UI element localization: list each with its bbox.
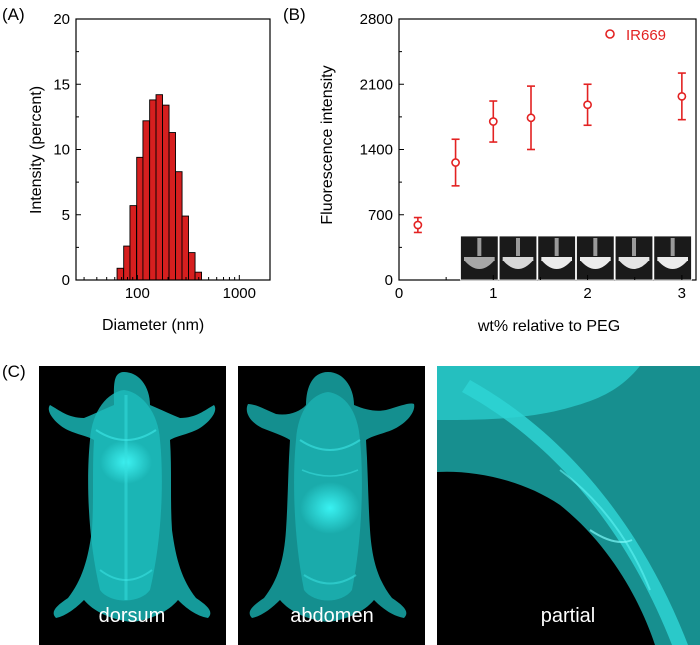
chart-a-ytick-label: 5 — [62, 207, 70, 224]
vial-liquid — [464, 260, 495, 269]
chart-b-point — [413, 220, 423, 230]
chart-b-ytick-label: 1400 — [360, 142, 393, 159]
chart-a-xtick-label: 100 — [125, 285, 150, 302]
vial-neck — [554, 238, 559, 256]
vial-liquid — [580, 260, 611, 269]
chart-a-bar — [142, 120, 150, 281]
chart-a-bar — [162, 104, 170, 281]
chart-a-ytick-label: 20 — [53, 11, 70, 28]
chart-a-bar — [116, 267, 124, 281]
partial-tissue — [437, 366, 700, 645]
image-partial: partial — [437, 366, 700, 645]
chart-a-ytick-label: 0 — [62, 272, 70, 289]
vial-meniscus — [464, 257, 495, 261]
chart-b-xtick-label: 3 — [678, 285, 686, 302]
chart-a-bar — [155, 94, 163, 281]
chart-a-bars — [116, 94, 203, 281]
vial-meniscus — [580, 257, 611, 261]
chart-a-ylabel: Intensity (percent) — [28, 86, 45, 214]
image-abdomen-label: abdomen — [290, 605, 373, 627]
vial-liquid — [618, 260, 650, 269]
panel-label-b: (B) — [283, 5, 306, 24]
chart-b-xtick-label: 1 — [489, 285, 497, 302]
chart-b-point — [451, 158, 460, 167]
chart-a-ytick-label: 10 — [53, 142, 70, 159]
chart-b-legend: IR669 — [605, 27, 666, 44]
chart-b-axes: 0 700 1400 2100 2800 0 1 2 3 — [360, 11, 686, 302]
chart-b-ylabel: Fluorescence intensity — [319, 65, 336, 224]
chart-b-xtick-label: 2 — [583, 285, 591, 302]
chart-a-bar — [168, 132, 176, 281]
chart-a-bar — [136, 156, 144, 281]
chart-b-series-ir669 — [413, 72, 687, 234]
vial-liquid — [502, 260, 534, 269]
chart-a-xlabel: Diameter (nm) — [102, 317, 204, 334]
chart-a-bar — [175, 171, 183, 281]
mouse-dorsum-silhouette — [48, 372, 216, 622]
chart-b-point — [583, 100, 592, 110]
image-abdomen: abdomen — [238, 366, 425, 645]
vial-meniscus — [618, 257, 650, 261]
vial-neck — [670, 238, 675, 256]
chart-a-bar — [188, 252, 196, 281]
chart-a-bar — [123, 245, 131, 281]
panel-label-c: (C) — [2, 362, 26, 381]
legend-marker — [605, 29, 615, 39]
vial-neck — [632, 238, 636, 256]
chart-b-ytick-label: 2800 — [360, 11, 393, 28]
chart-a-bar — [181, 215, 189, 281]
vial-liquid — [657, 260, 688, 269]
image-dorsum: dorsum — [39, 366, 226, 645]
chart-a-bar — [149, 99, 157, 281]
chart-b-ytick-label: 0 — [385, 272, 393, 289]
chart-a-bar — [129, 205, 137, 281]
image-partial-label: partial — [541, 605, 595, 627]
vial-neck — [516, 238, 520, 256]
chart-a-ytick-label: 15 — [53, 76, 70, 93]
vial-meniscus — [502, 257, 534, 261]
vial-meniscus — [657, 257, 688, 261]
chart-b-ytick-label: 2100 — [360, 76, 393, 93]
chart-b: 0 700 1400 2100 2800 0 1 2 3 IR669 wt% relative … — [319, 11, 697, 335]
chart-b-point — [677, 91, 687, 101]
vial-meniscus — [541, 257, 572, 261]
chart-b-xtick-label: 0 — [395, 285, 403, 302]
mouse-abdomen-silhouette — [246, 372, 415, 622]
chart-b-xlabel: wt% relative to PEG — [477, 318, 620, 335]
vial-neck — [593, 238, 598, 256]
vial-liquid — [541, 260, 572, 269]
legend-label: IR669 — [626, 27, 666, 44]
chart-b-ytick-label: 700 — [368, 207, 393, 224]
panel-label-a: (A) — [2, 5, 25, 24]
chart-a-axes: 0 5 10 15 20 100 1000 — [53, 11, 256, 302]
chart-a: 0 5 10 15 20 100 1000 Diameter (nm) Intensity … — [28, 11, 271, 334]
vial-inset — [460, 235, 692, 281]
chart-b-point — [488, 117, 498, 126]
image-dorsum-label: dorsum — [99, 605, 166, 627]
chart-b-point — [526, 113, 536, 123]
vial-neck — [477, 238, 482, 256]
chart-a-xtick-label: 1000 — [223, 285, 256, 302]
